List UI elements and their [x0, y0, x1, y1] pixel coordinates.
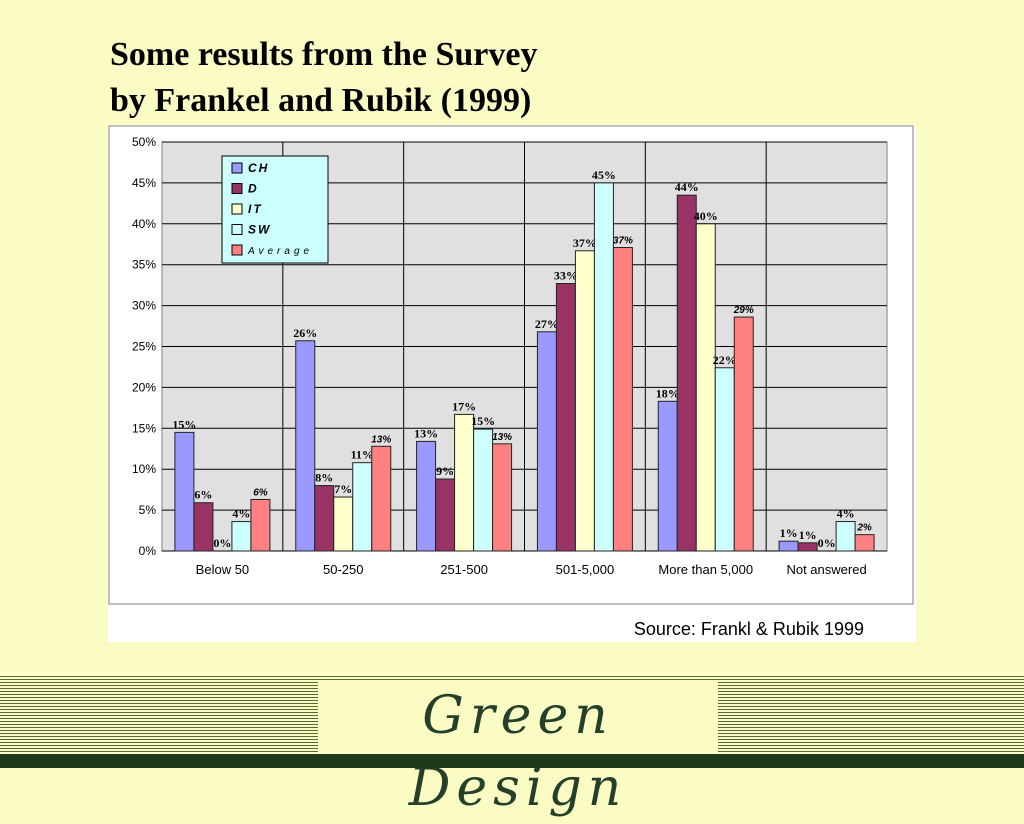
- legend-label-it: IT: [248, 202, 263, 216]
- data-label: 4%: [232, 507, 250, 521]
- data-label: 1%: [780, 526, 798, 540]
- y-tick-label: 5%: [139, 503, 157, 517]
- y-tick-label: 30%: [132, 299, 156, 313]
- x-tick-label: 50-250: [323, 562, 363, 577]
- bar-sw-5: [835, 521, 856, 552]
- bar-it-1: [333, 496, 354, 552]
- green-design-logo: Green Design: [318, 680, 718, 818]
- data-label: 6%: [253, 487, 268, 498]
- bar-sw-2: [473, 428, 494, 552]
- chart-source: Source: Frankl & Rubik 1999: [634, 619, 864, 639]
- bar-d-5: [797, 542, 818, 552]
- data-label: 45%: [592, 168, 616, 182]
- bar-ch-1: [295, 340, 316, 552]
- slide-title-line-1: Some results from the Survey: [110, 36, 538, 73]
- bar-chart: 0% 5% 10% 15% 20% 25% 30% 35% 40% 45% 50% Below 50 5…: [108, 125, 914, 639]
- bar-it-4: [695, 223, 716, 552]
- bar-d-2: [435, 478, 456, 552]
- data-label: 11%: [351, 448, 374, 462]
- legend-label-ch: CH: [248, 161, 269, 175]
- x-tick-label: More than 5,000: [658, 562, 753, 577]
- legend-label-d: D: [248, 182, 259, 196]
- bar-sw-3: [593, 182, 614, 552]
- data-label: 40%: [694, 209, 718, 223]
- x-tick-label: Below 50: [196, 562, 249, 577]
- data-label: 0%: [818, 536, 836, 550]
- bar-ch-4: [657, 400, 678, 552]
- data-label: 37%: [573, 236, 597, 250]
- data-label: 4%: [837, 507, 855, 521]
- bar-sw-1: [352, 462, 373, 552]
- legend-swatch-ch: [231, 162, 243, 174]
- data-label: 13%: [492, 432, 512, 443]
- footer-bar: [0, 754, 1024, 768]
- bar-average-3: [612, 247, 633, 552]
- x-tick-label: 251-500: [440, 562, 488, 577]
- bar-it-2: [454, 413, 475, 552]
- bar-average-0: [250, 498, 271, 552]
- y-tick-label: 50%: [132, 135, 156, 149]
- data-label: 1%: [799, 528, 817, 542]
- bar-average-5: [854, 534, 875, 552]
- data-label: 9%: [436, 464, 454, 478]
- legend-swatch-d: [231, 183, 243, 194]
- bar-d-3: [555, 283, 576, 552]
- bar-ch-3: [536, 331, 557, 552]
- bar-average-1: [371, 445, 392, 552]
- slide-title-line-2: by Frankel and Rubik (1999): [110, 82, 532, 119]
- bar-average-2: [492, 443, 513, 552]
- bar-d-0: [193, 502, 214, 552]
- data-label: 26%: [293, 326, 317, 340]
- bar-average-4: [733, 316, 754, 552]
- y-tick-label: 10%: [132, 462, 156, 476]
- data-label: 44%: [675, 180, 699, 194]
- data-label: 37%: [613, 236, 633, 247]
- y-tick-label: 45%: [132, 176, 156, 190]
- bar-ch-5: [778, 540, 799, 552]
- data-label: 27%: [535, 317, 559, 331]
- x-tick-label: Not answered: [786, 562, 866, 577]
- data-label: 13%: [414, 426, 438, 440]
- data-label: 22%: [713, 353, 737, 367]
- data-label: 13%: [371, 434, 391, 445]
- data-label: 2%: [856, 523, 872, 534]
- slide-title: Some results from the Survey by Frankel …: [110, 32, 537, 124]
- data-label: 18%: [656, 386, 680, 400]
- x-tick-label: 501-5,000: [556, 562, 615, 577]
- bar-ch-0: [174, 431, 195, 552]
- y-tick-label: 25%: [132, 340, 156, 354]
- data-label: 29%: [733, 305, 754, 316]
- bar-sw-0: [231, 521, 252, 552]
- bar-d-1: [314, 485, 335, 552]
- data-label: 8%: [315, 471, 333, 485]
- data-label: 15%: [471, 414, 495, 428]
- data-label: 17%: [452, 399, 476, 413]
- legend-label-average: Average: [247, 246, 313, 257]
- bar-ch-2: [416, 440, 437, 552]
- y-tick-label: 40%: [132, 217, 156, 231]
- bar-d-4: [676, 194, 697, 552]
- y-tick-label: 35%: [132, 258, 156, 272]
- data-label: 33%: [554, 269, 578, 283]
- legend-swatch-sw: [231, 224, 243, 235]
- data-label: 7%: [334, 482, 352, 496]
- legend-label-sw: SW: [248, 223, 271, 237]
- data-label: 6%: [194, 488, 212, 502]
- legend-swatch-it: [231, 203, 243, 215]
- data-label: 0%: [213, 536, 231, 550]
- bar-it-3: [574, 250, 595, 552]
- chart-panel: 0% 5% 10% 15% 20% 25% 30% 35% 40% 45% 50% Below 50 5…: [108, 125, 916, 642]
- y-tick-label: 20%: [132, 380, 156, 394]
- y-tick-label: 0%: [139, 544, 157, 558]
- data-label: 15%: [172, 417, 196, 431]
- bar-sw-4: [714, 367, 735, 552]
- legend-swatch-average: [231, 244, 243, 256]
- y-tick-label: 15%: [132, 421, 156, 435]
